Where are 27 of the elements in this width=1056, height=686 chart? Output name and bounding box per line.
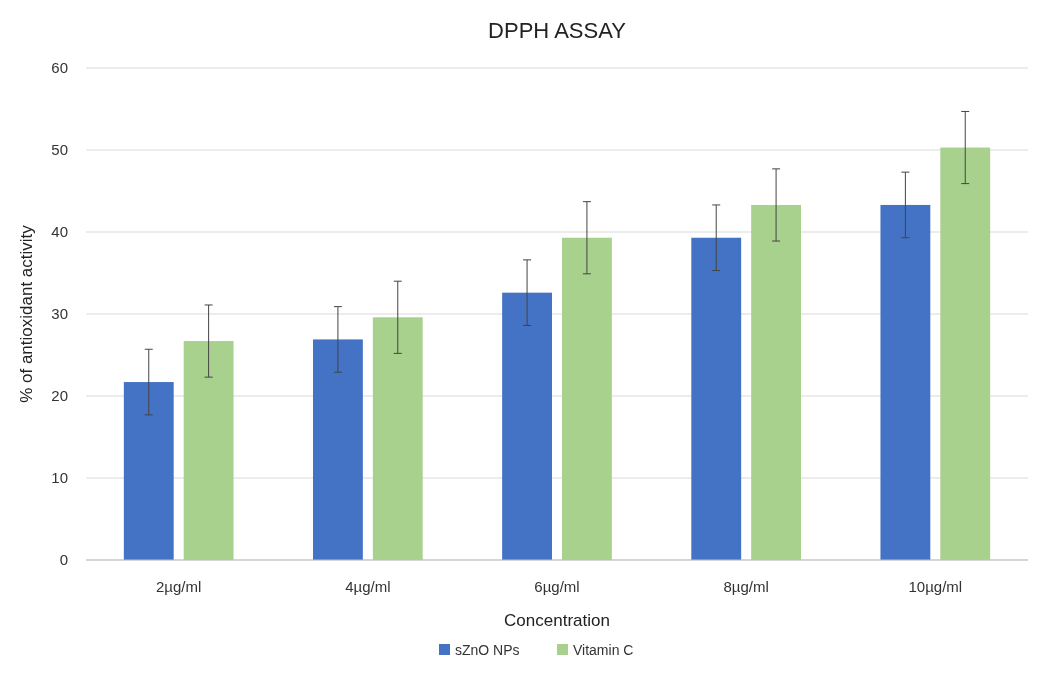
y-tick-label: 30 [51, 305, 68, 323]
x-tick-label: 2µg/ml [156, 578, 202, 595]
x-axis-title: Concentration [504, 611, 610, 630]
legend-label: Vitamin C [573, 641, 634, 658]
x-tick-label: 8µg/ml [723, 578, 769, 595]
bar [183, 341, 234, 560]
bar [940, 147, 991, 560]
bar [880, 204, 931, 560]
y-tick-label: 50 [51, 141, 68, 159]
bar [502, 292, 552, 560]
y-tick-label: 60 [51, 59, 68, 77]
y-tick-label: 40 [51, 223, 68, 241]
y-tick-label: 10 [51, 469, 68, 487]
bar [312, 339, 363, 560]
y-tick-label: 20 [51, 387, 68, 405]
bar [562, 237, 612, 560]
x-tick-label: 6µg/ml [534, 578, 580, 595]
bar [372, 317, 423, 560]
legend-label: sZnO NPs [455, 641, 520, 658]
chart-title: DPPH ASSAY [488, 18, 627, 43]
y-tick-label: 0 [59, 551, 68, 569]
x-tick-label: 4µg/ml [345, 578, 391, 595]
bar [123, 382, 174, 560]
x-tick-label: 10µg/ml [908, 578, 963, 595]
bar [691, 237, 742, 560]
y-axis-title: % of antioxidant activity [17, 224, 36, 403]
bar [751, 204, 802, 560]
